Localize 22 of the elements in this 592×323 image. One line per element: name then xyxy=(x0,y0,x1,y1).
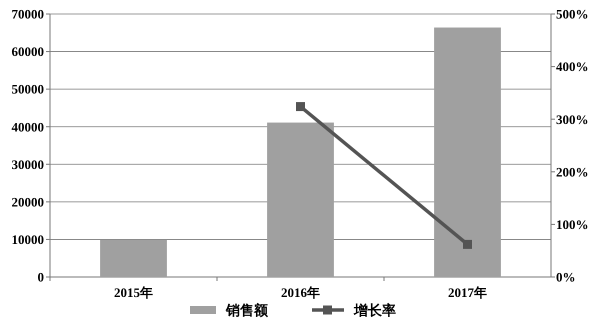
y-tick-label: 60000 xyxy=(12,44,44,60)
legend-label: 增长率 xyxy=(353,302,396,319)
y2-tick-label: 0% xyxy=(556,270,576,285)
y2-tick-label: 300% xyxy=(556,112,588,127)
y-tick-label: 30000 xyxy=(12,156,44,172)
y-tick-label: 40000 xyxy=(12,119,44,134)
bar xyxy=(267,122,334,277)
y2-tick-label: 200% xyxy=(556,164,588,180)
x-tick-label: 2017年 xyxy=(448,285,487,300)
x-tick-label: 2015年 xyxy=(114,285,153,300)
x-tick-label: 2016年 xyxy=(281,285,320,300)
y2-tick-label: 500% xyxy=(556,6,588,22)
legend-label: 销售额 xyxy=(225,302,269,319)
y2-tick-label: 100% xyxy=(556,216,588,232)
y-tick-label: 70000 xyxy=(12,6,44,22)
y2-tick-label: 400% xyxy=(556,59,588,74)
bar xyxy=(100,240,167,277)
y-tick-label: 50000 xyxy=(12,82,44,97)
y-tick-label: 20000 xyxy=(12,194,44,210)
bar xyxy=(434,28,501,277)
y-tick-label: 10000 xyxy=(12,232,44,247)
y-tick-label: 0 xyxy=(38,270,44,285)
